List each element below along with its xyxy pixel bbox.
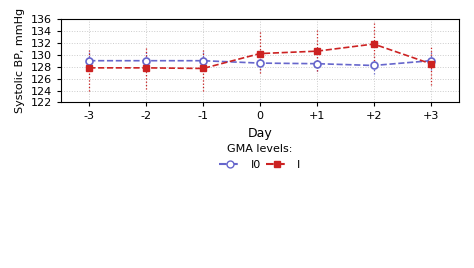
Y-axis label: Systolic BP, mmHg: Systolic BP, mmHg [15, 8, 25, 113]
X-axis label: Day: Day [247, 127, 272, 140]
Legend: I0, I: I0, I [215, 140, 305, 174]
